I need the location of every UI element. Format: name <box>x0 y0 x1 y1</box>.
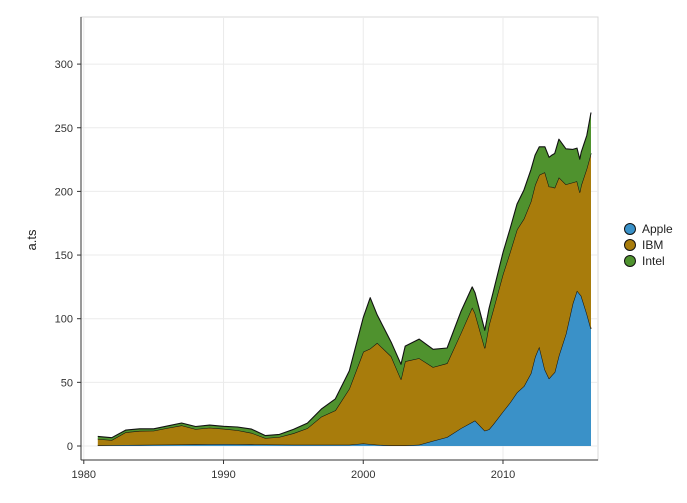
y-tick-label: 300 <box>55 59 73 71</box>
area-ibm <box>97 153 592 446</box>
area-outline-intel <box>97 112 592 439</box>
legend-label-ibm: IBM <box>642 238 663 252</box>
y-tick-label: 200 <box>55 186 73 198</box>
y-tick-label: 100 <box>55 314 73 326</box>
legend-key-ibm <box>624 239 636 251</box>
area-apple <box>97 290 592 446</box>
y-tick-label: 150 <box>55 250 73 262</box>
legend-key-intel <box>624 255 636 267</box>
legend: Apple IBM Intel <box>624 222 673 268</box>
y-tick-label: 0 <box>67 441 73 453</box>
legend-key-apple <box>624 223 636 235</box>
y-tick-label: 50 <box>61 377 73 389</box>
axes <box>80 17 598 461</box>
y-axis-ticks: 0 50 100 150 200 250 300 <box>55 59 81 453</box>
x-tick-label: 2000 <box>351 469 375 481</box>
x-tick-label: 1990 <box>211 469 235 481</box>
y-axis-title: a.ts <box>24 229 39 250</box>
legend-label-apple: Apple <box>642 222 673 236</box>
legend-label-intel: Intel <box>642 254 665 268</box>
x-tick-label: 2010 <box>491 469 515 481</box>
y-tick-label: 250 <box>55 123 73 135</box>
area-series-group <box>97 112 592 446</box>
x-axis-ticks: 1980 1990 2000 2010 <box>72 460 515 481</box>
x-tick-label: 1980 <box>72 469 96 481</box>
